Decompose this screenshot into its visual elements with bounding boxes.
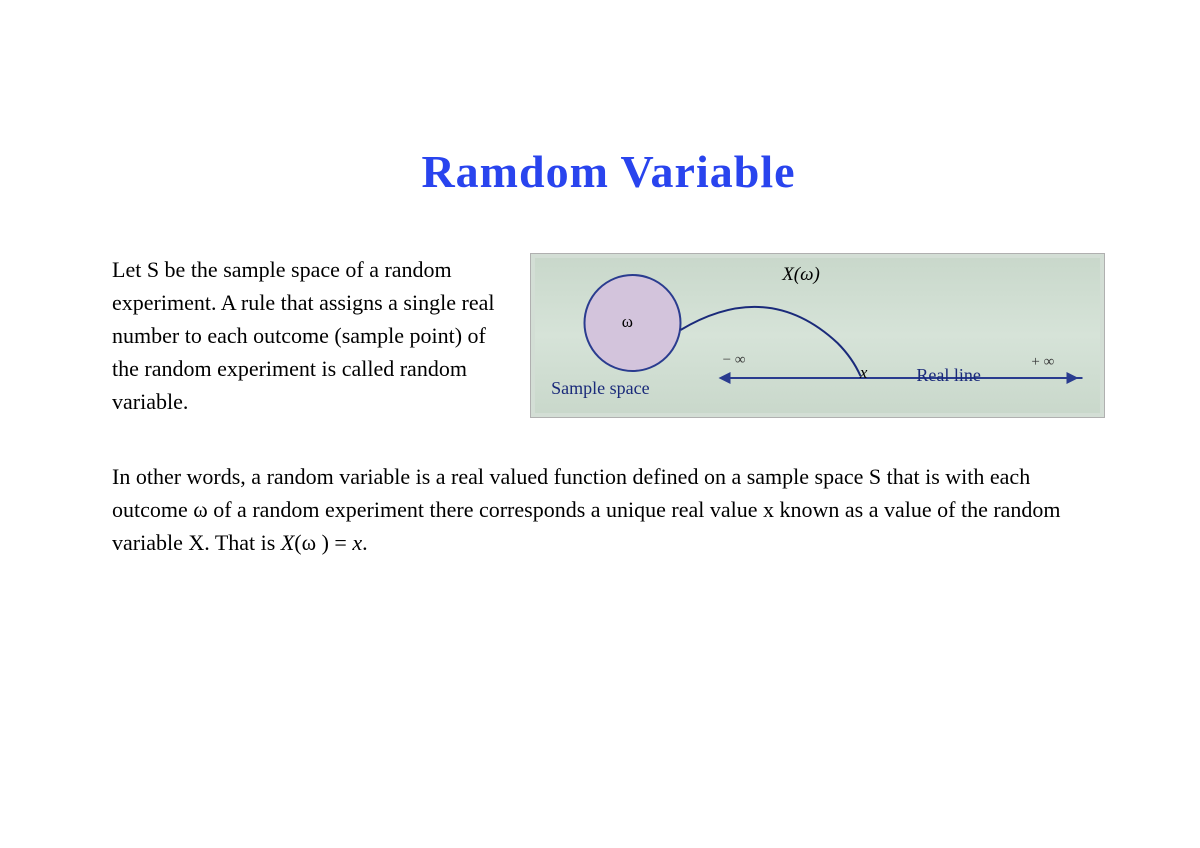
label-real-line: Real line bbox=[916, 365, 980, 386]
label-x: x bbox=[860, 363, 868, 383]
mapping-curve bbox=[681, 307, 861, 376]
para2-text-a: In other words, a random variable is a r… bbox=[112, 464, 1061, 555]
label-pos-infinity: + ∞ bbox=[1031, 354, 1054, 371]
definition-paragraph: Let S be the sample space of a random ex… bbox=[112, 253, 502, 418]
label-sample-space: Sample space bbox=[551, 378, 649, 399]
para2-italic-x: x bbox=[352, 530, 362, 555]
para2-italic-X: X bbox=[281, 530, 294, 555]
explanation-paragraph: In other words, a random variable is a r… bbox=[112, 460, 1105, 559]
para2-text-c: (ω ) = bbox=[294, 530, 352, 555]
random-variable-diagram: X(ω) ω Sample space − ∞ x Real line + ∞ bbox=[535, 258, 1100, 413]
diagram-container: X(ω) ω Sample space − ∞ x Real line + ∞ bbox=[530, 253, 1105, 418]
top-row: Let S be the sample space of a random ex… bbox=[112, 253, 1105, 418]
page-title: Ramdom Variable bbox=[112, 145, 1105, 198]
label-x-omega: X(ω) bbox=[782, 264, 820, 286]
label-omega: ω bbox=[622, 312, 633, 332]
para2-text-e: . bbox=[362, 530, 368, 555]
label-neg-infinity: − ∞ bbox=[723, 352, 746, 369]
